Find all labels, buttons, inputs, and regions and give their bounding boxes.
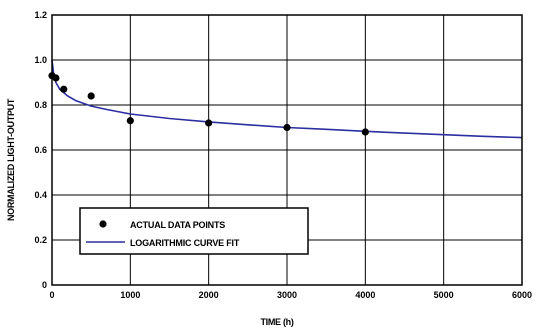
legend-box — [79, 207, 309, 255]
plot-area — [51, 14, 523, 286]
fit-line — [51, 59, 523, 139]
y-tick-label: 0.8 — [34, 100, 47, 110]
x-tick-label: 5000 — [434, 290, 454, 300]
x-tick-label: 3000 — [277, 290, 297, 300]
x-tick-label: 4000 — [355, 290, 375, 300]
y-tick-label: 1.2 — [34, 10, 47, 20]
data-point — [52, 74, 60, 82]
legend-label-points: ACTUAL DATA POINTS — [130, 220, 225, 230]
y-tick-labels: 0 0.2 0.4 0.6 0.8 1.0 1.2 — [34, 10, 47, 290]
data-point — [205, 119, 213, 127]
fit-line-group — [51, 59, 523, 139]
y-tick-label: 1.0 — [34, 55, 47, 65]
x-tick-label: 2000 — [199, 290, 219, 300]
data-point — [283, 123, 291, 132]
y-axis-label: NORMALIZED LIGHT-OUTPUT — [6, 98, 16, 221]
data-point — [361, 128, 369, 136]
y-tick-label: 0.4 — [34, 190, 47, 200]
legend-marker-points — [99, 220, 107, 228]
data-point — [87, 92, 95, 100]
data-point — [126, 117, 134, 125]
x-tick-label: 0 — [49, 290, 54, 300]
x-tick-label: 6000 — [512, 290, 532, 300]
legend-label-line: LOGARITHMIC CURVE FIT — [130, 238, 240, 248]
y-tick-label: 0.2 — [34, 235, 47, 245]
y-tick-label: 0.6 — [34, 145, 47, 155]
x-tick-label: 1000 — [120, 290, 140, 300]
y-tick-label: 0 — [42, 280, 47, 290]
x-axis-label: TIME (h) — [260, 317, 293, 327]
x-tick-labels: 0 1000 2000 3000 4000 5000 6000 — [49, 290, 532, 300]
legend: ACTUAL DATA POINTS LOGARITHMIC CURVE FIT — [79, 207, 309, 255]
data-point — [60, 85, 68, 93]
